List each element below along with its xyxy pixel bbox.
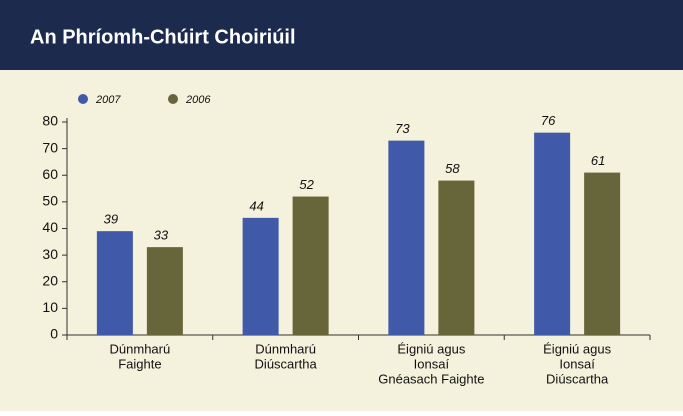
legend-label: 2006 xyxy=(185,94,211,106)
bar xyxy=(146,247,183,335)
y-tick-label: 10 xyxy=(42,299,58,315)
y-tick-label: 80 xyxy=(42,113,58,129)
y-tick-label: 40 xyxy=(42,219,58,235)
data-label: 58 xyxy=(445,161,460,176)
data-label: 76 xyxy=(541,113,556,128)
legend-marker xyxy=(78,94,88,104)
x-tick-label: Dúnmharú xyxy=(255,341,316,356)
data-label: 39 xyxy=(104,212,118,227)
bar xyxy=(292,196,329,335)
y-tick-label: 30 xyxy=(42,246,58,262)
y-tick-label: 50 xyxy=(42,193,58,209)
legend-label: 2007 xyxy=(95,94,121,106)
data-label: 73 xyxy=(395,121,410,136)
y-tick-label: 0 xyxy=(50,326,58,342)
x-tick-label: Gnéasach Faighte xyxy=(378,371,484,386)
x-tick-label: Dúnmharú xyxy=(110,341,171,356)
y-tick-label: 70 xyxy=(42,139,58,155)
chart-title: An Phríomh-Chúirt Choiriúil xyxy=(30,26,296,48)
bar xyxy=(438,180,475,335)
data-label: 52 xyxy=(299,177,314,192)
x-tick-label: Diúscartha xyxy=(546,371,609,386)
data-label: 44 xyxy=(249,198,263,213)
x-tick-label: Ionsaí xyxy=(414,356,450,371)
x-tick-label: Éigniú agus xyxy=(543,341,611,356)
bar xyxy=(534,132,571,335)
y-tick-label: 60 xyxy=(42,166,58,182)
bar xyxy=(584,172,621,335)
x-tick-label: Éigniú agus xyxy=(397,341,465,356)
x-tick-label: Diúscartha xyxy=(255,356,318,371)
y-tick-label: 20 xyxy=(42,272,58,288)
data-label: 61 xyxy=(591,153,605,168)
data-label: 33 xyxy=(154,228,169,243)
x-tick-label: Ionsaí xyxy=(559,356,595,371)
bar xyxy=(388,140,425,335)
x-tick-label: Faighte xyxy=(118,356,161,371)
legend-marker xyxy=(168,94,178,104)
bar xyxy=(242,217,279,335)
header xyxy=(0,0,683,70)
bar xyxy=(96,231,133,335)
